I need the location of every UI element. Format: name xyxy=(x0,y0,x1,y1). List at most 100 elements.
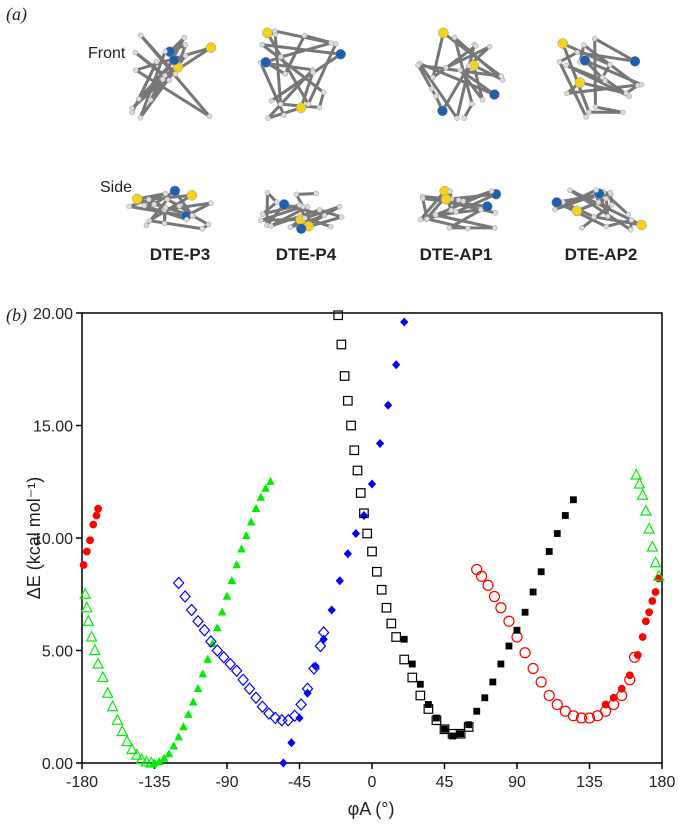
atom xyxy=(470,101,475,106)
point xyxy=(369,480,376,487)
point xyxy=(93,659,103,669)
atom xyxy=(258,218,263,223)
point xyxy=(82,602,92,612)
atom xyxy=(553,207,558,212)
atom xyxy=(489,189,494,194)
point xyxy=(641,506,651,516)
atom xyxy=(416,63,421,68)
atom xyxy=(458,68,463,73)
point xyxy=(450,733,456,739)
point xyxy=(458,731,464,737)
bond xyxy=(436,215,495,228)
atom xyxy=(607,62,612,67)
atom xyxy=(163,49,168,54)
point xyxy=(233,561,240,567)
atom xyxy=(133,50,138,55)
atom xyxy=(594,188,599,193)
point xyxy=(563,513,569,519)
atom xyxy=(260,42,265,47)
point xyxy=(401,318,408,325)
point xyxy=(506,643,512,649)
atom xyxy=(302,33,307,38)
atom xyxy=(462,116,467,121)
x-tick-label: -45 xyxy=(288,774,311,791)
atom xyxy=(492,225,497,230)
atom xyxy=(138,33,143,38)
atom xyxy=(207,114,212,119)
point xyxy=(393,361,400,368)
point xyxy=(204,656,211,662)
point xyxy=(634,479,644,489)
point xyxy=(190,699,197,705)
atom xyxy=(418,217,423,222)
atom xyxy=(449,208,454,213)
point xyxy=(363,529,372,538)
atom xyxy=(288,225,293,230)
atom xyxy=(317,105,322,110)
atom xyxy=(581,43,586,48)
point xyxy=(571,497,577,503)
point xyxy=(353,530,360,537)
atom xyxy=(447,225,452,230)
atom xyxy=(604,224,609,229)
point xyxy=(498,661,504,667)
atom xyxy=(296,224,306,234)
point xyxy=(496,603,506,613)
atom xyxy=(136,97,141,102)
point xyxy=(229,577,236,583)
point xyxy=(83,616,93,626)
atom xyxy=(557,59,562,64)
x-tick-label: 135 xyxy=(576,774,603,791)
point xyxy=(426,702,432,708)
bond xyxy=(149,221,202,229)
panel-label: (b) xyxy=(6,305,27,326)
atom xyxy=(482,201,492,211)
atom xyxy=(489,90,499,100)
atom xyxy=(596,200,601,205)
atom xyxy=(605,214,610,219)
atom xyxy=(208,200,213,205)
x-tick-label: 90 xyxy=(508,774,526,791)
point xyxy=(344,397,353,406)
point xyxy=(482,695,488,701)
point xyxy=(258,494,265,500)
point xyxy=(248,519,255,525)
atom xyxy=(146,197,151,202)
point xyxy=(199,625,209,636)
atom xyxy=(262,28,272,38)
point xyxy=(477,571,487,581)
point xyxy=(112,715,122,725)
point xyxy=(251,692,261,703)
point xyxy=(546,549,552,555)
molecule-name: DTE-AP1 xyxy=(420,245,493,264)
atom xyxy=(190,213,195,218)
atom xyxy=(274,200,279,205)
atom xyxy=(433,94,438,99)
atom xyxy=(452,35,457,40)
atom xyxy=(183,53,188,58)
point xyxy=(385,402,392,409)
atom xyxy=(184,217,189,222)
point xyxy=(401,636,407,642)
atom xyxy=(630,56,640,66)
atom xyxy=(454,210,459,215)
point xyxy=(84,548,91,555)
atom xyxy=(152,202,157,207)
point xyxy=(180,591,190,602)
atom xyxy=(278,102,283,107)
point xyxy=(353,466,362,475)
atom xyxy=(336,49,346,59)
molecule-images xyxy=(127,28,647,234)
atom xyxy=(165,197,170,202)
point xyxy=(93,512,100,519)
atom xyxy=(187,190,197,200)
point xyxy=(373,568,382,577)
point xyxy=(483,580,493,590)
point xyxy=(185,711,192,717)
atom xyxy=(568,188,573,193)
atom xyxy=(138,115,143,120)
atom xyxy=(142,203,147,208)
atom xyxy=(628,227,633,232)
atom xyxy=(608,190,613,195)
point xyxy=(328,606,335,613)
